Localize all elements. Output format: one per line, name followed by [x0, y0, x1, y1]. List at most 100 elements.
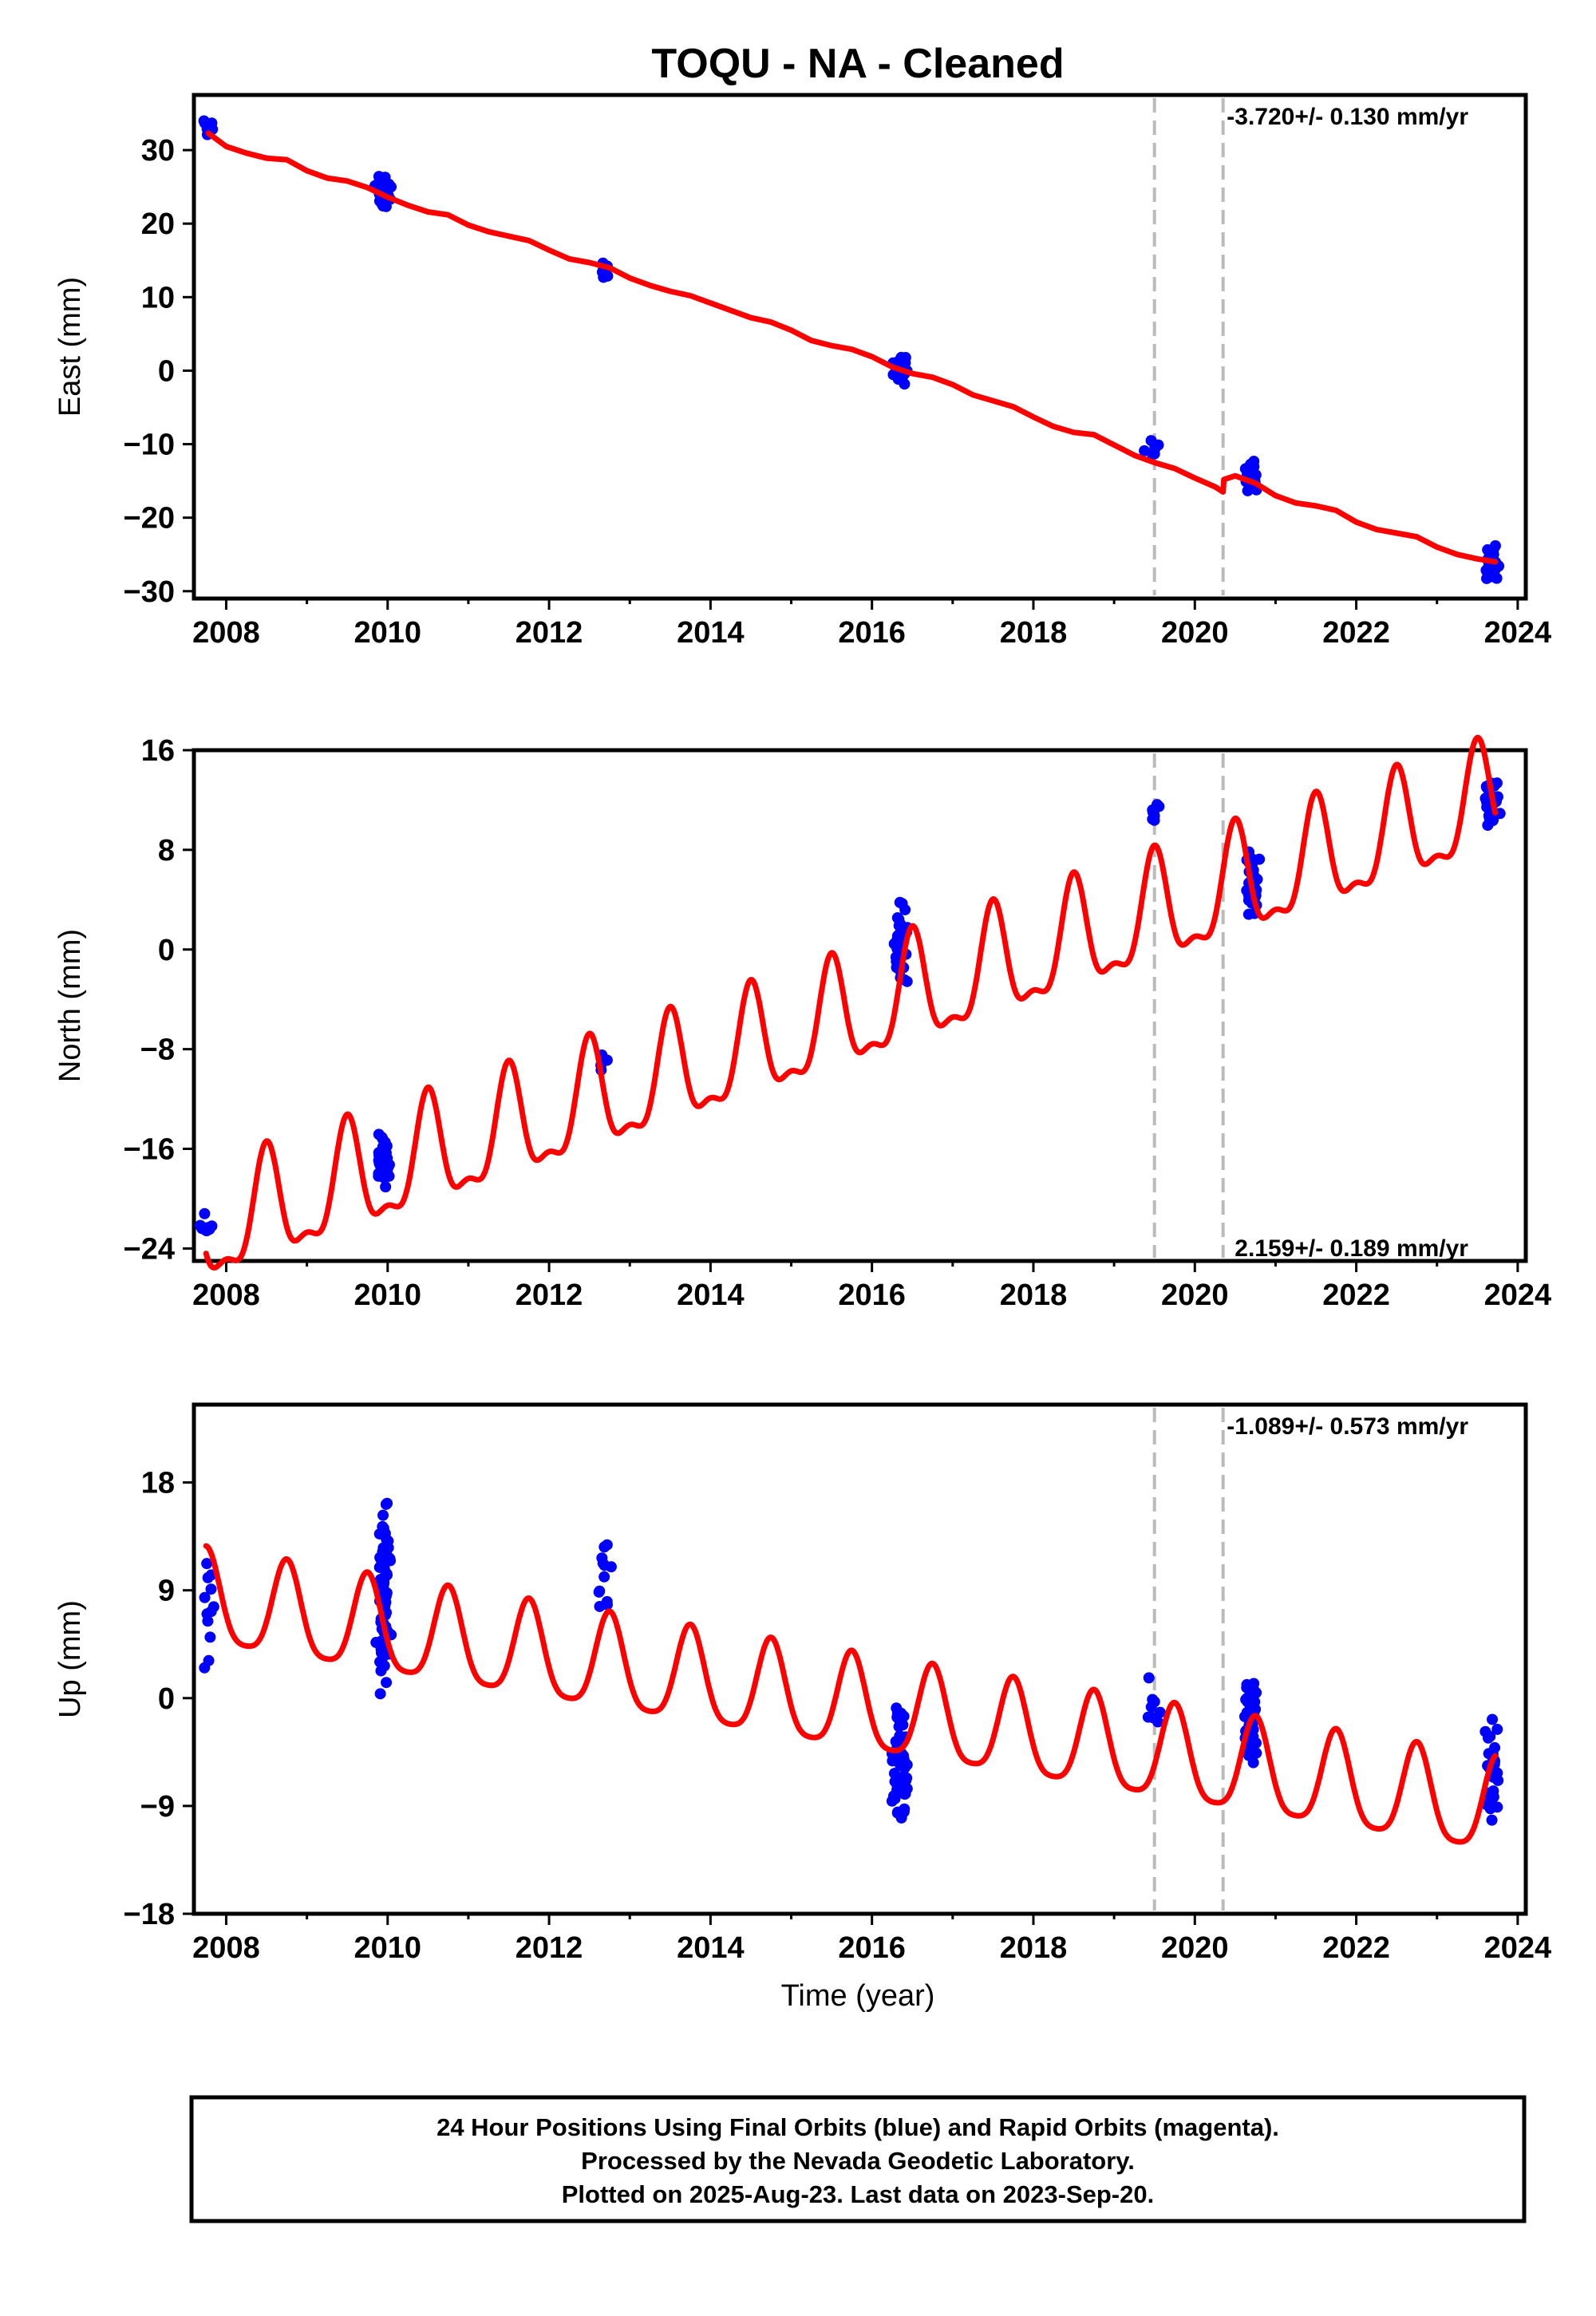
- x-tick-label: 2022: [1322, 616, 1390, 650]
- y-tick-label: 9: [158, 1575, 175, 1608]
- observation-point: [598, 1571, 610, 1583]
- observation-point: [1239, 463, 1251, 475]
- observation-point: [1154, 1706, 1166, 1718]
- rate-label: 2.159+/- 0.189 mm/yr: [1235, 1235, 1468, 1262]
- y-tick-label: 0: [158, 354, 175, 388]
- y-tick-label: −30: [124, 575, 175, 609]
- y-tick-label: −20: [124, 502, 175, 536]
- observation-point: [1487, 1713, 1499, 1725]
- observation-point: [378, 1563, 390, 1575]
- observation-point: [374, 1656, 386, 1668]
- observation-point: [891, 1779, 903, 1791]
- observation-point: [377, 1520, 389, 1532]
- y-tick-label: −9: [140, 1790, 175, 1824]
- y-tick-label: 18: [141, 1467, 175, 1500]
- observation-point: [1139, 445, 1151, 456]
- observation-point: [380, 1181, 392, 1193]
- observation-point: [888, 1768, 900, 1780]
- observation-point: [1486, 1814, 1498, 1826]
- up-panel: 2008 2010 2012 2014 2016 2018 2020 2022 2024 18 9 0…: [53, 1402, 1552, 1965]
- y-axis-label: North (mm): [53, 929, 87, 1082]
- rate-label: -3.720+/- 0.130 mm/yr: [1227, 104, 1468, 130]
- observation-point: [377, 1546, 389, 1558]
- observation-point: [374, 1688, 386, 1700]
- observation-point: [890, 951, 902, 963]
- x-tick-label: 2016: [838, 616, 906, 650]
- x-tick-label: 2012: [516, 616, 583, 650]
- observation-point: [1492, 1774, 1504, 1786]
- observation-point: [1491, 572, 1503, 584]
- observation-point: [201, 1558, 213, 1570]
- observation-point: [1145, 435, 1157, 447]
- observation-point: [895, 1708, 907, 1720]
- x-tick-label: 2010: [354, 616, 421, 650]
- model-curve: [203, 1543, 1499, 1845]
- x-tick-label: 2024: [1484, 1931, 1552, 1965]
- x-tick-label: 2024: [1484, 1279, 1552, 1312]
- observation-point: [1491, 1723, 1503, 1735]
- x-tick-label: 2008: [192, 1931, 260, 1965]
- x-tick-label: 2012: [516, 1931, 583, 1965]
- observation-point: [601, 1599, 613, 1611]
- chart-title: TOQU - NA - Cleaned: [651, 41, 1064, 87]
- observation-point: [377, 1645, 389, 1657]
- x-tick-label: 2020: [1161, 616, 1229, 650]
- footer-frame: [189, 2095, 1527, 2223]
- observation-point: [1483, 812, 1495, 824]
- plot-frame: [192, 93, 1528, 601]
- x-tick-label: 2024: [1484, 616, 1552, 650]
- x-tick-label: 2014: [677, 1279, 745, 1312]
- y-axis-label: East (mm): [53, 277, 87, 417]
- observation-point: [1241, 1678, 1253, 1690]
- y-tick-label: 8: [158, 834, 175, 868]
- y-tick-label: −18: [124, 1898, 175, 1931]
- x-tick-label: 2016: [838, 1931, 906, 1965]
- footer-box: 24 Hour Positions Using Final Orbits (bl…: [189, 2095, 1527, 2223]
- x-tick-label: 2022: [1322, 1279, 1390, 1312]
- observation-point: [1245, 1745, 1257, 1757]
- x-tick-label: 2016: [838, 1279, 906, 1312]
- x-tick-label: 2014: [677, 616, 745, 650]
- x-tick-label: 2010: [354, 1931, 421, 1965]
- y-tick-label: 16: [141, 734, 175, 768]
- y-tick-label: 0: [158, 1682, 175, 1716]
- observation-point: [891, 943, 903, 954]
- x-tick-label: 2008: [192, 616, 260, 650]
- observation-point: [1147, 804, 1159, 816]
- footer-line-3: Plotted on 2025-Aug-23. Last data on 202…: [562, 2180, 1154, 2208]
- east-panel: 2008 2010 2012 2014 2016 2018 2020 2022 20243020…: [53, 93, 1552, 650]
- observation-point: [899, 1803, 911, 1815]
- north-panel: 2008 2010 2012 2014 2016 2018 2020 2022 2024 16 8 0…: [53, 734, 1551, 1312]
- observation-point: [377, 1509, 389, 1521]
- observation-point: [899, 903, 911, 915]
- observation-point: [379, 1148, 391, 1160]
- observation-point: [1244, 1688, 1256, 1700]
- y-tick-label: −8: [140, 1034, 175, 1067]
- y-tick-label: 0: [158, 934, 175, 967]
- observation-point: [593, 1586, 605, 1598]
- y-tick-label: −10: [124, 429, 175, 462]
- x-tick-label: 2010: [354, 1279, 421, 1312]
- observation-point: [381, 1587, 393, 1599]
- observation-point: [201, 1222, 213, 1234]
- observation-point: [375, 1665, 387, 1677]
- x-tick-label: 2020: [1161, 1279, 1229, 1312]
- model-curve: [205, 130, 1499, 565]
- y-tick-label: −16: [124, 1133, 175, 1167]
- observation-point: [895, 1812, 907, 1824]
- observation-point: [1480, 572, 1492, 584]
- observation-point: [204, 1631, 216, 1643]
- observation-point: [1148, 448, 1160, 460]
- observation-point: [376, 1132, 388, 1144]
- x-tick-label: 2014: [677, 1931, 745, 1965]
- observation-point: [899, 352, 911, 364]
- x-tick-label: 2018: [1000, 1931, 1068, 1965]
- x-tick-label: 2018: [1000, 1279, 1068, 1312]
- observation-point: [381, 1497, 393, 1509]
- observation-point: [1484, 1730, 1496, 1742]
- observation-point: [381, 1677, 393, 1689]
- observation-point: [1486, 563, 1498, 575]
- x-tick-label: 2018: [1000, 616, 1068, 650]
- observation-point: [889, 1792, 901, 1804]
